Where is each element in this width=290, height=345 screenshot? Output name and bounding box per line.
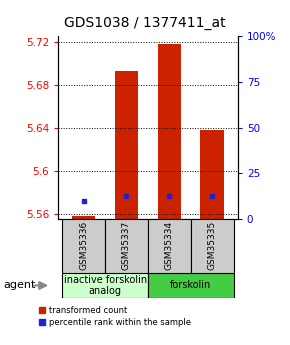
Text: GSM35336: GSM35336: [79, 221, 88, 270]
Bar: [191, 219, 233, 273]
Bar: [148, 219, 191, 273]
Text: forskolin: forskolin: [170, 280, 211, 290]
Legend: transformed count, percentile rank within the sample: transformed count, percentile rank withi…: [39, 306, 191, 327]
Bar: [105, 219, 148, 273]
Text: agent: agent: [3, 280, 35, 290]
Text: inactive forskolin
analog: inactive forskolin analog: [64, 275, 147, 296]
Bar: [72, 216, 95, 219]
Bar: [200, 130, 224, 219]
Text: GDS1038 / 1377411_at: GDS1038 / 1377411_at: [64, 16, 226, 30]
Bar: [115, 71, 138, 219]
Text: GSM35337: GSM35337: [122, 221, 131, 270]
Bar: [148, 273, 233, 298]
Bar: [62, 273, 148, 298]
Bar: [157, 44, 181, 219]
Bar: [62, 219, 105, 273]
Text: GSM35334: GSM35334: [165, 221, 174, 270]
Text: GSM35335: GSM35335: [208, 221, 217, 270]
